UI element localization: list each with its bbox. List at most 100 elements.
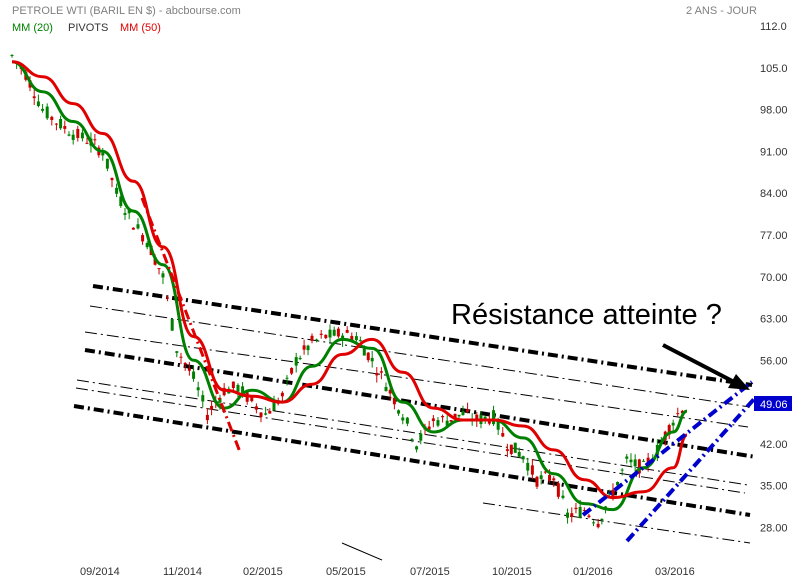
price-candle: [161, 270, 165, 285]
price-candle: [85, 137, 89, 145]
price-candle: [136, 218, 140, 230]
last-price-marker: 49.06: [754, 396, 792, 411]
price-candle: [671, 419, 675, 432]
price-candle: [354, 332, 358, 342]
pivot-line: [76, 379, 749, 486]
price-candle: [201, 390, 205, 408]
price-candle: [264, 406, 268, 416]
price-candle: [384, 382, 388, 392]
price-candles: [10, 54, 684, 529]
price-candle: [410, 438, 414, 443]
pivot-line: [482, 502, 751, 544]
pivot-line: [89, 305, 751, 408]
y-tick-label: 70.00: [760, 272, 788, 284]
y-tick-label: 84.00: [760, 188, 788, 200]
price-candle: [280, 391, 284, 401]
price-candle: [345, 326, 349, 334]
price-candle: [379, 367, 383, 380]
price-candle: [131, 227, 135, 230]
price-candle: [110, 177, 114, 188]
price-candle: [259, 412, 263, 423]
price-candle: [466, 402, 470, 414]
price-candle: [298, 355, 302, 361]
x-tick-label: 03/2016: [655, 566, 695, 578]
price-candle: [50, 115, 54, 126]
price-candle: [59, 115, 63, 130]
y-tick-label: 42.00: [760, 439, 788, 451]
price-candle: [526, 457, 530, 476]
price-candle: [574, 502, 578, 514]
price-candle: [231, 381, 235, 391]
price-candle: [32, 89, 36, 106]
price-candle: [179, 352, 183, 365]
price-candle: [141, 233, 145, 245]
y-tick-label: 63.00: [760, 314, 788, 326]
price-candle: [205, 407, 209, 425]
price-candle: [592, 520, 596, 527]
arrow-head: [728, 374, 750, 390]
x-tick-label: 05/2015: [326, 566, 366, 578]
price-candle: [582, 507, 586, 512]
price-candle: [336, 326, 340, 339]
price-candle: [539, 471, 543, 485]
price-candle: [306, 344, 310, 356]
trend-lines: [140, 197, 757, 543]
price-candle: [419, 430, 423, 445]
x-tick-label: 07/2015: [410, 566, 450, 578]
price-candle: [319, 329, 323, 339]
price-candle: [332, 326, 336, 337]
mm50-series-line: [11, 60, 688, 500]
price-candle: [556, 480, 560, 500]
price-candle: [596, 518, 600, 529]
price-candle: [401, 413, 405, 425]
chart-title: PETROLE WTI (BARIL EN $) - abcbourse.com: [12, 5, 241, 17]
price-candle: [54, 123, 58, 131]
price-candle: [642, 458, 646, 462]
legend-mm50: MM (50): [120, 22, 161, 34]
y-axis: 28.0035.0042.0049.0056.0063.0070.0077.00…: [760, 21, 788, 535]
price-candle: [445, 415, 449, 427]
price-candle: [415, 445, 419, 453]
price-candle: [175, 350, 179, 358]
pivot-line: [75, 387, 746, 494]
price-candle: [587, 513, 591, 519]
price-candle: [405, 417, 409, 427]
price-candle: [324, 334, 328, 340]
price-candle: [272, 395, 276, 411]
price-candle: [625, 453, 629, 464]
price-candle: [63, 120, 67, 134]
price-candle: [145, 241, 149, 250]
downtrend-line: [140, 197, 242, 453]
price-candle: [10, 54, 14, 58]
price-candle: [187, 361, 191, 376]
mm20-series-line: [11, 60, 688, 512]
price-candle: [535, 475, 539, 490]
price-candle: [566, 508, 570, 524]
price-candle: [170, 318, 174, 332]
price-candle: [71, 129, 75, 145]
price-candle: [254, 403, 258, 414]
price-candle: [192, 365, 196, 382]
x-tick-label: 01/2016: [573, 566, 613, 578]
price-candle: [285, 375, 289, 386]
price-candle: [328, 324, 332, 345]
price-candle: [620, 468, 624, 476]
price-candle: [366, 352, 370, 363]
price-candle: [375, 367, 379, 383]
price-candle: [310, 333, 314, 344]
price-candle: [36, 94, 40, 108]
legend-pivots: PIVOTS: [68, 22, 108, 34]
legend-mm20: MM (20): [12, 22, 53, 34]
price-candle: [633, 454, 637, 472]
price-candle: [302, 339, 306, 355]
pivot-line: [73, 404, 751, 517]
price-candle: [183, 362, 187, 371]
x-tick-label: 02/2015: [243, 566, 283, 578]
uptrend-upper-line: [581, 380, 754, 517]
price-candle: [157, 268, 161, 275]
x-tick-label: 10/2015: [492, 566, 532, 578]
price-candle: [315, 338, 319, 343]
price-candle: [492, 405, 496, 426]
